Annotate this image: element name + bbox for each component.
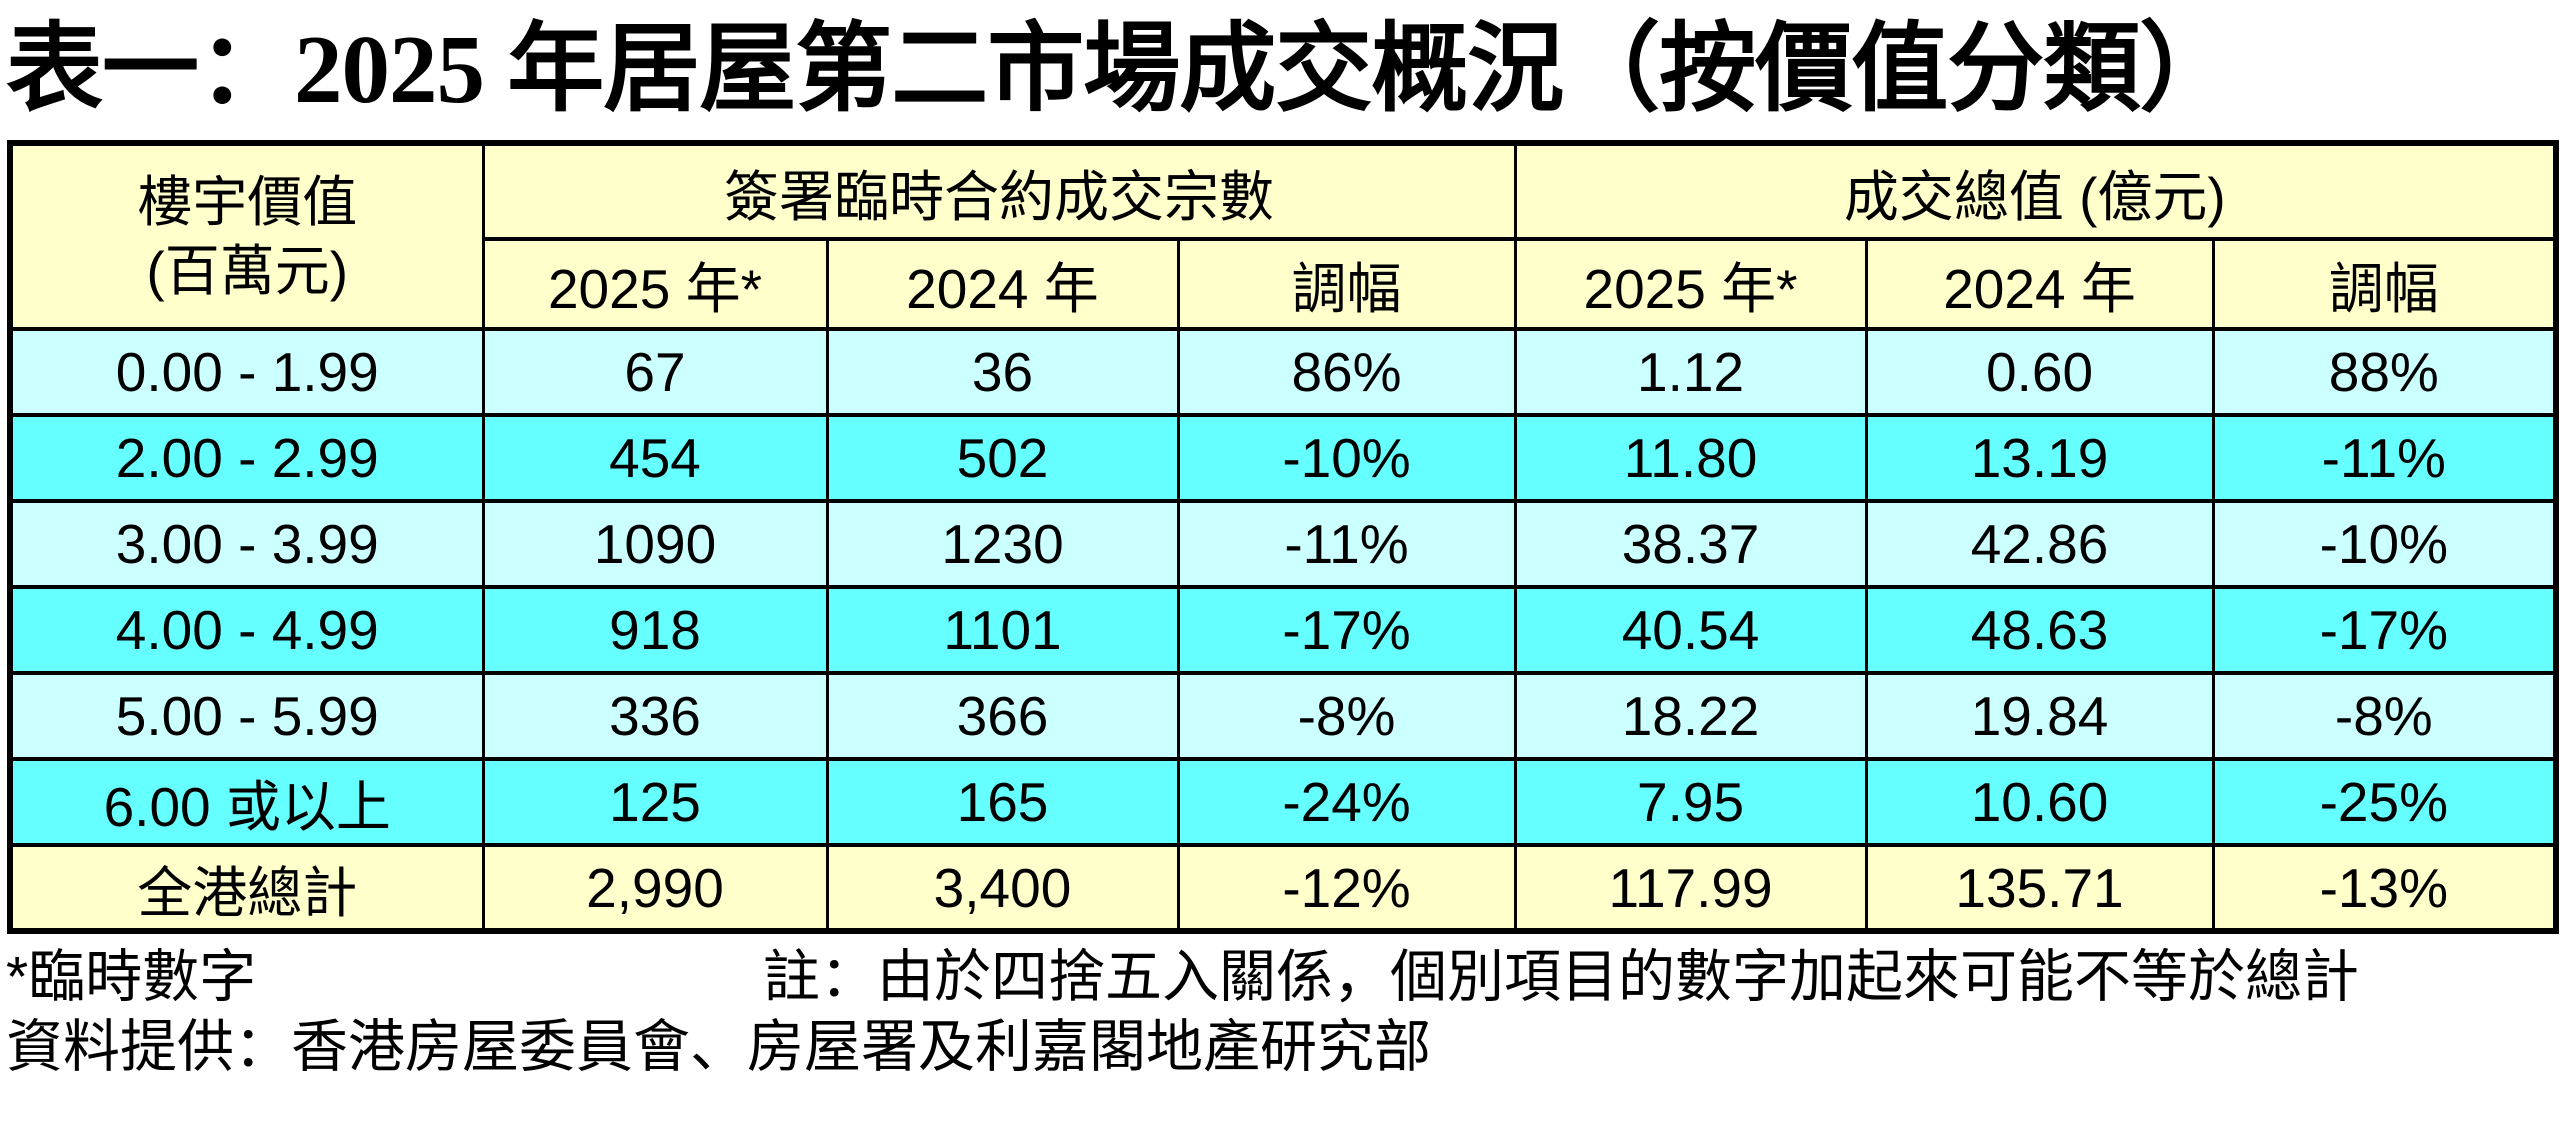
cell-value-2025: 11.80 bbox=[1513, 413, 1868, 503]
cell-count-2024: 366 bbox=[825, 671, 1180, 761]
cell-count-2024: 3,400 bbox=[825, 843, 1180, 933]
table-row: 6.00 或以上 125 165 -24% 7.95 10.60 -25% bbox=[8, 757, 2558, 847]
table-body: 0.00 - 1.99 67 36 86% 1.12 0.60 88% 2.00… bbox=[8, 327, 2558, 933]
cell-value-change: -10% bbox=[2211, 499, 2558, 589]
cell-value-2024: 135.71 bbox=[1864, 843, 2215, 933]
cell-value-change: -8% bbox=[2211, 671, 2558, 761]
transactions-table: 樓宇價值 (百萬元) 簽署臨時合約成交宗數 成交總值 (億元) 2025 年* … bbox=[7, 140, 2560, 934]
cell-value-2024: 0.60 bbox=[1864, 327, 2215, 417]
cell-count-change: -17% bbox=[1176, 585, 1517, 675]
col-header-property-value-line2: (百萬元) bbox=[146, 239, 349, 302]
footnote-provisional: *臨時數字 bbox=[6, 945, 257, 1009]
table-row: 0.00 - 1.99 67 36 86% 1.12 0.60 88% bbox=[8, 327, 2558, 417]
table-row: 全港總計 2,990 3,400 -12% 117.99 135.71 -13% bbox=[8, 843, 2558, 933]
cell-count-2025: 1090 bbox=[481, 499, 829, 589]
cell-value-change: 88% bbox=[2211, 327, 2558, 417]
footer: *臨時數字 註：由於四捨五入關係，個別項目的數字加起來可能不等於總計 資料提供：… bbox=[0, 934, 2560, 1082]
cell-count-2025: 336 bbox=[481, 671, 829, 761]
cell-count-2024: 1230 bbox=[825, 499, 1180, 589]
table-row: 5.00 - 5.99 336 366 -8% 18.22 19.84 -8% bbox=[8, 671, 2558, 761]
cell-value-2024: 19.84 bbox=[1864, 671, 2215, 761]
cell-value-2025: 18.22 bbox=[1513, 671, 1868, 761]
row-label: 3.00 - 3.99 bbox=[8, 499, 485, 589]
cell-value-2024: 42.86 bbox=[1864, 499, 2215, 589]
cell-value-change: -11% bbox=[2211, 413, 2558, 503]
table-row: 3.00 - 3.99 1090 1230 -11% 38.37 42.86 -… bbox=[8, 499, 2558, 589]
col-header-property-value-line1: 樓宇價值 bbox=[137, 170, 358, 233]
row-label: 2.00 - 2.99 bbox=[8, 413, 485, 503]
cell-count-2025: 454 bbox=[481, 413, 829, 503]
sub-header-count-2024: 2024 年 bbox=[825, 237, 1180, 331]
cell-count-change: -11% bbox=[1176, 499, 1517, 589]
cell-count-change: 86% bbox=[1176, 327, 1517, 417]
sub-header-value-2024: 2024 年 bbox=[1864, 237, 2215, 331]
footnote-source: 資料提供：香港房屋委員會、房屋署及利嘉閣地產研究部 bbox=[6, 1015, 1431, 1079]
group-header-transaction-count: 簽署臨時合約成交宗數 bbox=[481, 141, 1517, 241]
footnote-line1: *臨時數字 註：由於四捨五入關係，個別項目的數字加起來可能不等於總計 bbox=[6, 942, 2554, 1012]
cell-count-2025: 67 bbox=[481, 327, 829, 417]
cell-count-2024: 36 bbox=[825, 327, 1180, 417]
group-header-row: 樓宇價值 (百萬元) 簽署臨時合約成交宗數 成交總值 (億元) bbox=[8, 141, 2558, 331]
cell-value-2025: 40.54 bbox=[1513, 585, 1868, 675]
row-label: 5.00 - 5.99 bbox=[8, 671, 485, 761]
cell-count-2024: 1101 bbox=[825, 585, 1180, 675]
cell-value-2024: 48.63 bbox=[1864, 585, 2215, 675]
cell-value-2025: 7.95 bbox=[1513, 757, 1868, 847]
sub-header-count-change: 調幅 bbox=[1176, 237, 1517, 331]
cell-value-change: -13% bbox=[2211, 843, 2558, 933]
row-label: 0.00 - 1.99 bbox=[8, 327, 485, 417]
table-row: 2.00 - 2.99 454 502 -10% 11.80 13.19 -11… bbox=[8, 413, 2558, 503]
cell-count-2025: 125 bbox=[481, 757, 829, 847]
sub-header-count-2025: 2025 年* bbox=[481, 237, 829, 331]
cell-count-change: -12% bbox=[1176, 843, 1517, 933]
table-header: 樓宇價值 (百萬元) 簽署臨時合約成交宗數 成交總值 (億元) 2025 年* … bbox=[8, 141, 2558, 331]
table-row: 4.00 - 4.99 918 1101 -17% 40.54 48.63 -1… bbox=[8, 585, 2558, 675]
cell-count-2024: 165 bbox=[825, 757, 1180, 847]
cell-count-2025: 918 bbox=[481, 585, 829, 675]
cell-value-2025: 1.12 bbox=[1513, 327, 1868, 417]
cell-value-2025: 117.99 bbox=[1513, 843, 1868, 933]
cell-count-2024: 502 bbox=[825, 413, 1180, 503]
cell-count-change: -10% bbox=[1176, 413, 1517, 503]
cell-value-2024: 10.60 bbox=[1864, 757, 2215, 847]
sub-header-row: 2025 年* 2024 年 調幅 2025 年* 2024 年 調幅 bbox=[10, 237, 2558, 331]
cell-value-2025: 38.37 bbox=[1513, 499, 1868, 589]
sub-header-value-2025: 2025 年* bbox=[1513, 237, 1868, 331]
cell-value-change: -25% bbox=[2211, 757, 2558, 847]
col-header-property-value: 樓宇價值 (百萬元) bbox=[8, 141, 485, 331]
row-label: 6.00 或以上 bbox=[8, 757, 485, 847]
figure-title: 表一：2025 年居屋第二市場成交概況（按價值分類） bbox=[6, 16, 2236, 123]
row-label: 全港總計 bbox=[8, 843, 485, 933]
cell-value-change: -17% bbox=[2211, 585, 2558, 675]
row-label: 4.00 - 4.99 bbox=[8, 585, 485, 675]
cell-count-change: -24% bbox=[1176, 757, 1517, 847]
cell-count-2025: 2,990 bbox=[481, 843, 829, 933]
cell-value-2024: 13.19 bbox=[1864, 413, 2215, 503]
footnote-rounding-note: 註：由於四捨五入關係，個別項目的數字加起來可能不等於總計 bbox=[763, 945, 2359, 1009]
cell-count-change: -8% bbox=[1176, 671, 1517, 761]
group-header-total-value: 成交總值 (億元) bbox=[1513, 141, 2558, 241]
sub-header-value-change: 調幅 bbox=[2211, 237, 2558, 331]
